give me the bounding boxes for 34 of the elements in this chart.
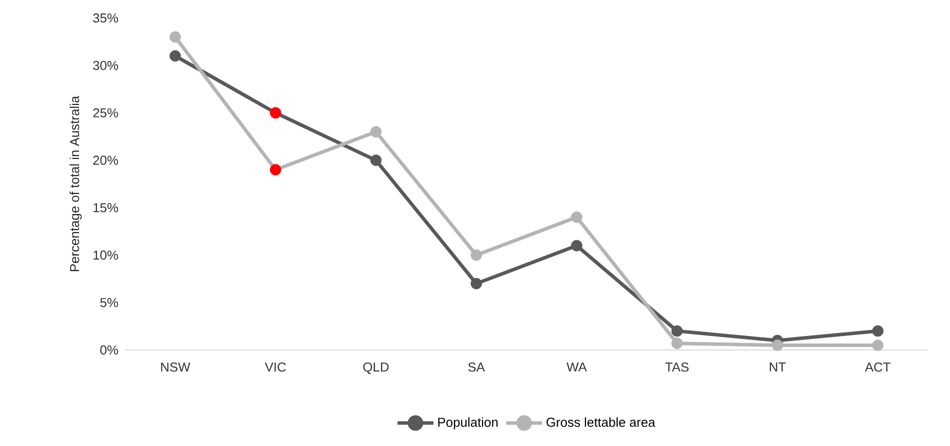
y-axis-title: Percentage of total in Australia [70, 96, 82, 272]
point [470, 278, 482, 290]
x-tick-label: VIC [264, 362, 286, 372]
point [169, 50, 181, 62]
x-tick-label: TAS [665, 362, 689, 372]
y-tick-label: 15% [94, 203, 118, 212]
x-tick-label: NSW [161, 362, 190, 372]
legend-label: Gross lettable area [546, 417, 656, 427]
y-tick-label: 10% [94, 250, 118, 260]
y-tick-label: 25% [93, 108, 118, 118]
y-tick-label: 5% [100, 298, 118, 308]
y-tick-label: 0% [100, 345, 118, 355]
x-tick-label: ACT [864, 362, 890, 372]
point [169, 31, 181, 43]
y-tick-label: 30% [93, 60, 118, 70]
point [270, 107, 282, 119]
point [671, 325, 683, 337]
point [370, 154, 382, 166]
point [872, 340, 884, 351]
point [570, 240, 582, 252]
point [671, 338, 683, 350]
x-tick-label: NT [770, 362, 786, 372]
point [370, 126, 382, 138]
legend-label: Population [438, 417, 498, 430]
point [872, 325, 884, 337]
x-tick-label: WA [566, 362, 587, 372]
x-tick-label: SA [468, 362, 485, 372]
point [772, 340, 784, 351]
y-tick-label: 20% [93, 156, 118, 165]
x-tick-label: QLD [363, 362, 389, 374]
point [470, 249, 482, 261]
point [270, 164, 282, 176]
y-tick-label: 35% [93, 13, 118, 23]
point [570, 211, 582, 223]
